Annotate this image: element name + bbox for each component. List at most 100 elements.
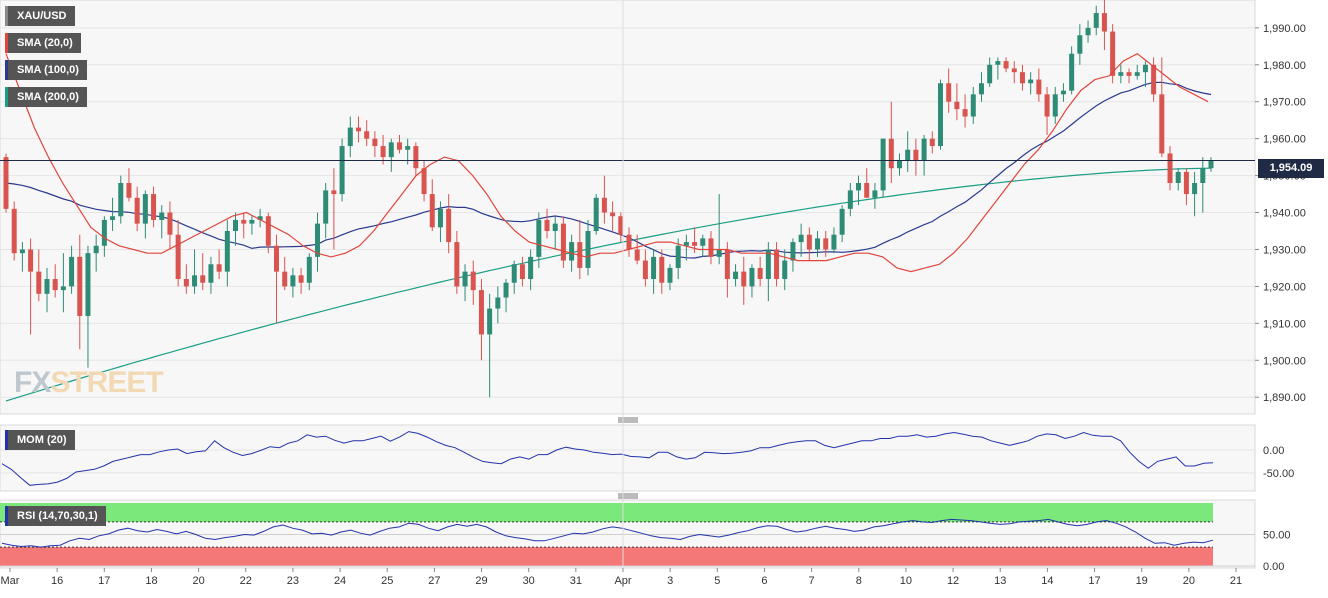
candle <box>774 242 780 287</box>
legend-sma-100[interactable]: SMA (100,0) <box>5 60 87 80</box>
candle-body <box>1036 79 1042 95</box>
time-tick-label: 7 <box>809 575 815 587</box>
candle <box>1069 46 1075 95</box>
candle <box>708 231 714 265</box>
candle <box>339 138 345 202</box>
rsi-oversold-zone <box>0 547 1213 566</box>
candle <box>1003 57 1009 73</box>
candle-body <box>765 249 771 280</box>
panel-resize-handle[interactable] <box>618 417 638 423</box>
candle <box>634 234 640 265</box>
candle-body <box>306 256 312 283</box>
time-tick-label: Apr <box>614 575 631 587</box>
time-tick-label: 27 <box>428 575 440 587</box>
candle <box>470 260 476 305</box>
candle-body <box>528 256 534 280</box>
candle <box>478 279 484 361</box>
candle-body <box>1167 153 1173 183</box>
candle <box>52 264 58 298</box>
candle <box>839 205 845 243</box>
candle <box>93 234 99 272</box>
candle-body <box>429 194 435 228</box>
legend-mom[interactable]: MOM (20) <box>5 430 75 450</box>
rsi-line <box>1 518 1214 548</box>
candle <box>1126 68 1132 84</box>
candle-body <box>1060 90 1066 95</box>
candle-body <box>954 101 960 110</box>
candle <box>601 175 607 224</box>
candle <box>28 238 34 335</box>
price-axis: 1,890.00 1,900.00 1,910.00 1,920.00 1,930.00… <box>1255 23 1306 404</box>
mom-grid <box>0 449 1255 474</box>
candle-body <box>265 216 271 246</box>
candle <box>815 231 821 257</box>
candle-body <box>733 271 739 280</box>
legend-price[interactable]: XAU/USD <box>5 6 75 26</box>
candle <box>724 242 730 298</box>
candle-body <box>774 249 780 280</box>
legend-sma-20[interactable]: SMA (20,0) <box>5 33 81 53</box>
candle-body <box>257 216 263 220</box>
candle <box>1151 57 1157 102</box>
candle <box>831 227 837 254</box>
panel-resize-handle[interactable] <box>618 493 638 499</box>
candle <box>36 249 42 302</box>
candle <box>618 212 624 243</box>
candle-body <box>626 234 632 250</box>
candle-body <box>274 245 280 272</box>
candle <box>872 182 878 209</box>
candle <box>396 134 402 154</box>
candle-body <box>790 242 796 261</box>
candle <box>733 264 739 287</box>
price-tick-label: 1,890.00 <box>1263 392 1306 404</box>
candle <box>667 264 673 291</box>
candle-body <box>314 223 320 257</box>
sma-200-layer <box>5 167 1212 402</box>
candle-body <box>552 223 558 232</box>
candle <box>462 264 468 302</box>
candle <box>560 216 566 268</box>
candle <box>257 208 263 228</box>
time-tick-label: 29 <box>475 575 487 587</box>
candle-body <box>946 83 952 102</box>
candle <box>897 153 903 176</box>
price-tick-label: 1,960.00 <box>1263 134 1306 146</box>
candle-body <box>1011 68 1017 73</box>
candle <box>790 238 796 272</box>
time-tick-label: 23 <box>287 575 299 587</box>
candle-body <box>1028 79 1034 84</box>
candle-body <box>69 256 75 287</box>
candle <box>437 201 443 243</box>
legend-sma-200[interactable]: SMA (200,0) <box>5 87 87 107</box>
candle-body <box>724 249 730 280</box>
candle <box>946 68 952 113</box>
candle-body <box>536 219 542 257</box>
candle <box>1200 157 1206 213</box>
candle <box>847 182 853 217</box>
rsi-tick-label: 0.00 <box>1263 561 1284 573</box>
candle-body <box>93 245 99 254</box>
candle <box>749 264 755 298</box>
candle <box>1060 83 1066 102</box>
candle <box>1085 20 1091 43</box>
candle-body <box>470 271 476 291</box>
candle <box>167 201 173 250</box>
candle-body <box>372 138 378 147</box>
candle-body <box>28 249 34 272</box>
candle <box>1208 157 1214 172</box>
candle-body <box>1126 72 1132 76</box>
candle-body <box>241 219 247 224</box>
candle <box>651 249 657 294</box>
candle <box>1036 68 1042 102</box>
time-tick-label: 6 <box>761 575 767 587</box>
time-tick-label: 5 <box>714 575 720 587</box>
candle-body <box>331 190 337 195</box>
candle-body <box>823 238 829 250</box>
candle-body <box>1101 13 1107 32</box>
candle-body <box>192 275 198 287</box>
candle-body <box>716 249 722 257</box>
candle <box>11 201 17 261</box>
candle <box>700 234 706 257</box>
legend-rsi[interactable]: RSI (14,70,30,1) <box>5 506 106 526</box>
mom-panel <box>0 424 1256 492</box>
